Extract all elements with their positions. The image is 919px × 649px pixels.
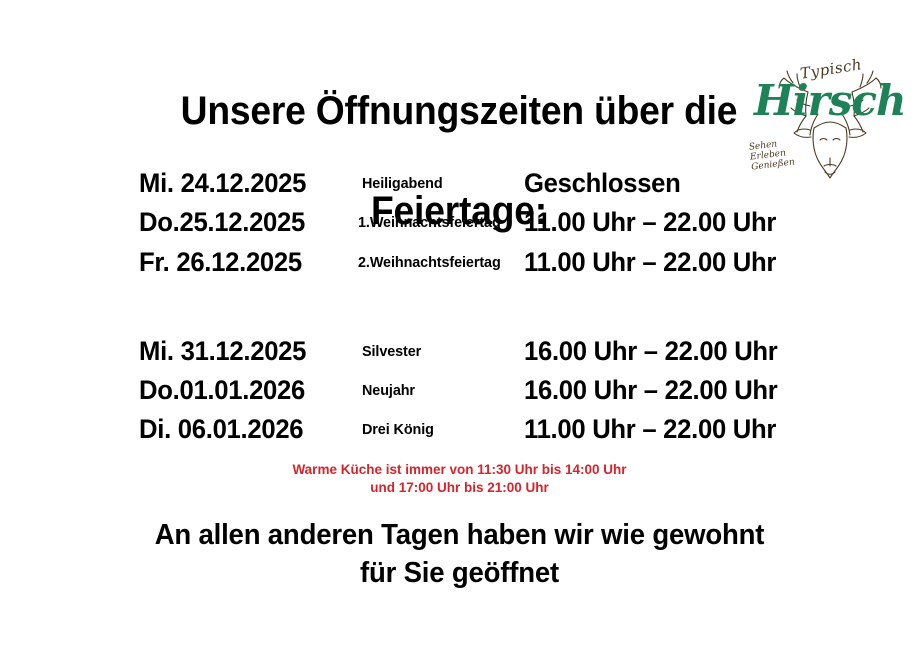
row-occasion: Heiligabend xyxy=(362,175,443,192)
row-hours: 16.00 Uhr – 22.00 Uhr xyxy=(524,336,778,366)
row-hours: 16.00 Uhr – 22.00 Uhr xyxy=(524,375,778,405)
row-occasion: 2.Weihnachtsfeiertag xyxy=(358,254,501,271)
row-date: Mi. 31.12.2025 xyxy=(139,336,307,366)
logo-wordmark: Hirsch xyxy=(754,76,907,125)
row-hours: 11.00 Uhr – 22.00 Uhr xyxy=(524,414,777,444)
row-occasion: 1.Weihnachtsfeiertag xyxy=(358,214,501,231)
page-title: Unsere Öffnungszeiten über die Feiertage… xyxy=(32,36,887,286)
stag-head-icon xyxy=(778,70,882,179)
table-row: Mi. 24.12.2025 Heiligabend Geschlossen xyxy=(0,166,919,200)
warm-kitchen-notice: Warme Küche ist immer von 11:30 Uhr bis … xyxy=(0,461,919,497)
regular-hours-note-line-2: für Sie geöffnet xyxy=(359,557,559,589)
table-row: Di. 06.01.2026 Drei König 11.00 Uhr – 22… xyxy=(0,412,919,446)
table-row: Fr. 26.12.2025 2.Weihnachtsfeiertag 11.0… xyxy=(0,245,919,279)
restaurant-logo: Typisch Hirsch Sehen Erleben Genießen xyxy=(748,55,908,188)
page-title-line-1: Unsere Öffnungszeiten über die xyxy=(180,89,738,133)
row-date: Do.01.01.2026 xyxy=(139,375,305,405)
regular-hours-note: An allen anderen Tagen haben wir wie gew… xyxy=(23,516,896,592)
warm-kitchen-notice-line-2: und 17:00 Uhr bis 21:00 Uhr xyxy=(370,480,549,495)
row-occasion: Neujahr xyxy=(362,382,415,399)
regular-hours-note-line-1: An allen anderen Tagen haben wir wie gew… xyxy=(154,519,765,551)
row-date: Mi. 24.12.2025 xyxy=(139,168,307,198)
page-title-line-2: Feiertage: xyxy=(371,189,547,233)
row-hours: Geschlossen xyxy=(524,168,681,198)
table-row: Do.25.12.2025 1.Weihnachtsfeiertag 11.00… xyxy=(0,205,919,239)
table-row: Do.01.01.2026 Neujahr 16.00 Uhr – 22.00 … xyxy=(0,373,919,407)
row-hours: 11.00 Uhr – 22.00 Uhr xyxy=(524,207,777,237)
row-date: Di. 06.01.2026 xyxy=(139,414,304,444)
table-row: Mi. 31.12.2025 Silvester 16.00 Uhr – 22.… xyxy=(0,334,919,368)
warm-kitchen-notice-line-1: Warme Küche ist immer von 11:30 Uhr bis … xyxy=(292,462,627,477)
row-hours: 11.00 Uhr – 22.00 Uhr xyxy=(524,247,777,277)
row-occasion: Silvester xyxy=(362,343,422,360)
row-date: Do.25.12.2025 xyxy=(139,207,305,237)
row-occasion: Drei König xyxy=(362,421,434,438)
row-date: Fr. 26.12.2025 xyxy=(139,247,302,277)
